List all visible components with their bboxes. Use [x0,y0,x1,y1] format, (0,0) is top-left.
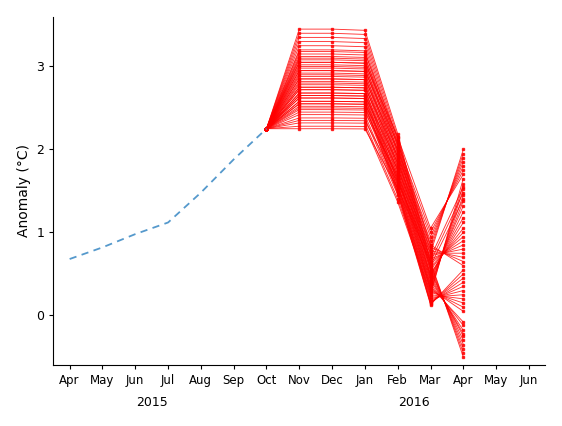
Text: 2016: 2016 [398,396,430,409]
Y-axis label: Anomaly (°C): Anomaly (°C) [17,144,31,237]
Text: 2015: 2015 [136,396,167,409]
